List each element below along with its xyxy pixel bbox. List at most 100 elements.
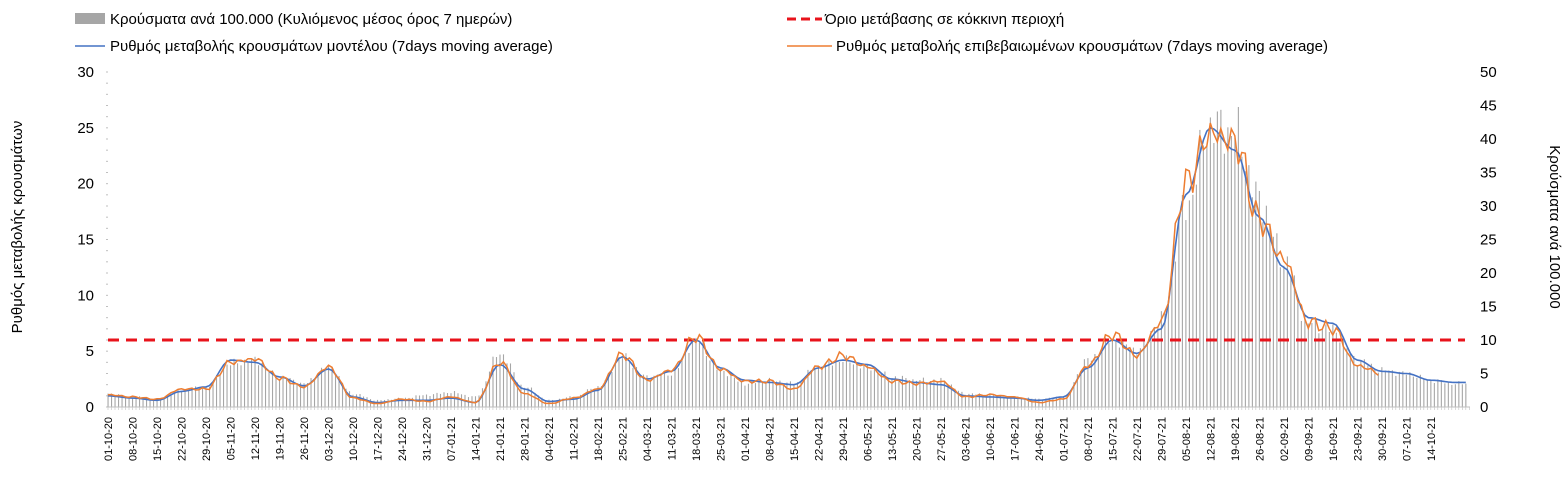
bar bbox=[884, 371, 886, 407]
bar bbox=[950, 384, 952, 407]
bar bbox=[1118, 347, 1120, 407]
bar bbox=[684, 351, 687, 407]
bar bbox=[709, 360, 711, 407]
bar bbox=[772, 379, 774, 407]
x-tick-label: 24-06-21 bbox=[1034, 417, 1046, 461]
bar bbox=[642, 374, 645, 407]
bar bbox=[747, 383, 750, 407]
bar bbox=[1416, 377, 1418, 407]
x-tick-label: 14-10-21 bbox=[1426, 417, 1438, 461]
bar bbox=[457, 393, 459, 407]
bar bbox=[278, 378, 281, 407]
bar bbox=[110, 393, 113, 407]
bar bbox=[331, 367, 333, 407]
x-axis: 01-10-20 08-10-20 15-10-20 22-10-20 29-10-20… bbox=[103, 417, 1438, 461]
bar bbox=[1440, 380, 1442, 407]
bar bbox=[215, 375, 218, 407]
x-tick-label: 22-04-21 bbox=[813, 417, 825, 461]
bar bbox=[292, 379, 295, 407]
bar bbox=[338, 375, 340, 407]
bar bbox=[226, 364, 228, 407]
bar bbox=[1269, 224, 1271, 407]
x-tick-label: 04-03-21 bbox=[642, 417, 654, 461]
bar bbox=[674, 369, 676, 407]
bar bbox=[1402, 371, 1404, 407]
bar bbox=[1342, 337, 1344, 407]
bar bbox=[264, 366, 267, 407]
bar bbox=[908, 382, 910, 407]
legend-item-threshold: Όριο μετάβασης σε κόκκινη περιοχή bbox=[787, 11, 1064, 28]
y-left-tick-label: 10 bbox=[77, 287, 94, 304]
bar bbox=[208, 386, 211, 407]
bar bbox=[719, 368, 722, 407]
bar bbox=[1094, 354, 1096, 407]
bar bbox=[513, 372, 515, 407]
bar bbox=[166, 395, 169, 407]
bar bbox=[1174, 261, 1176, 407]
bar bbox=[1188, 200, 1190, 407]
bar bbox=[394, 398, 396, 407]
bar bbox=[1423, 379, 1425, 407]
bar bbox=[716, 369, 718, 407]
legend-swatch-cases bbox=[75, 13, 105, 24]
x-tick-label: 28-01-21 bbox=[519, 417, 531, 461]
bar bbox=[782, 384, 785, 407]
bar bbox=[124, 396, 127, 407]
bar bbox=[250, 358, 253, 407]
bar bbox=[572, 397, 575, 407]
bar bbox=[775, 381, 778, 407]
bar bbox=[723, 370, 725, 407]
bar bbox=[1409, 372, 1411, 407]
line-series-confirmed bbox=[107, 122, 1379, 405]
bar bbox=[243, 359, 246, 407]
bar bbox=[327, 364, 330, 407]
bar bbox=[1451, 384, 1453, 407]
bar bbox=[1255, 181, 1257, 407]
bar bbox=[1293, 275, 1295, 407]
bar bbox=[1391, 370, 1393, 407]
x-tick-label: 01-07-21 bbox=[1058, 417, 1070, 461]
bar bbox=[964, 394, 966, 407]
legend: Κρούσματα ανά 100.000 (Κυλιόμενος μέσος … bbox=[75, 11, 1328, 55]
bar bbox=[159, 398, 162, 407]
bar bbox=[268, 371, 270, 407]
x-tick-label: 21-01-21 bbox=[495, 417, 507, 461]
x-tick-label: 31-12-20 bbox=[421, 417, 433, 461]
x-tick-label: 10-12-20 bbox=[348, 417, 360, 461]
bar bbox=[194, 386, 197, 407]
x-tick-label: 01-10-20 bbox=[103, 417, 115, 461]
bar bbox=[495, 357, 498, 407]
bar bbox=[1167, 303, 1169, 407]
bar bbox=[254, 356, 256, 407]
bar bbox=[537, 395, 540, 407]
bar bbox=[1419, 374, 1421, 407]
bar bbox=[485, 381, 487, 407]
x-tick-label: 01-04-21 bbox=[740, 417, 752, 461]
bar bbox=[1248, 165, 1250, 407]
bar bbox=[789, 381, 791, 407]
x-tick-label: 29-04-21 bbox=[838, 417, 850, 461]
y-right-tick-label: 5 bbox=[1480, 366, 1488, 383]
y-right-axis-title: Κρούσματα ανά 100.000 bbox=[1546, 145, 1563, 308]
bar bbox=[184, 390, 186, 407]
x-tick-label: 30-09-21 bbox=[1377, 417, 1389, 461]
x-tick-label: 09-09-21 bbox=[1303, 417, 1315, 461]
bar bbox=[1034, 398, 1036, 407]
bar bbox=[135, 397, 137, 407]
bar bbox=[1020, 397, 1022, 407]
bar bbox=[1370, 363, 1372, 407]
bar bbox=[401, 398, 403, 407]
bar bbox=[828, 360, 830, 407]
x-tick-label: 17-06-21 bbox=[1009, 417, 1021, 461]
y-right-tick-label: 10 bbox=[1480, 332, 1497, 349]
bar bbox=[842, 361, 844, 407]
bar bbox=[751, 380, 753, 407]
bar bbox=[1209, 117, 1211, 408]
bar bbox=[1104, 337, 1106, 407]
bar bbox=[446, 393, 449, 407]
bar bbox=[1398, 371, 1400, 407]
bar bbox=[229, 365, 232, 407]
bar bbox=[236, 363, 239, 407]
bar bbox=[632, 367, 634, 407]
bar bbox=[1122, 338, 1124, 407]
